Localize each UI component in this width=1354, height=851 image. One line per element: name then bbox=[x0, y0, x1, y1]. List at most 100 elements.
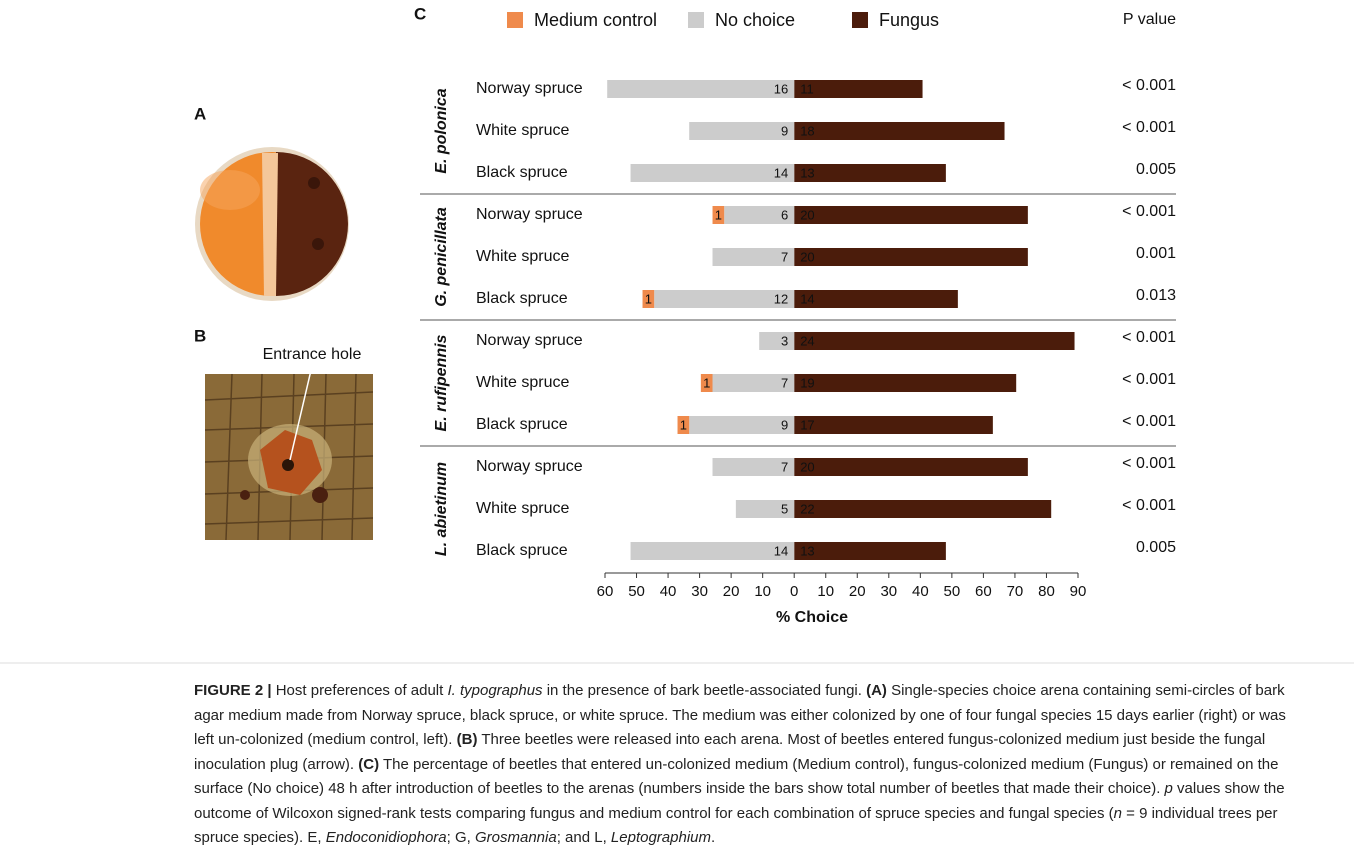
legend-label: Medium control bbox=[534, 10, 657, 30]
count-label: 9 bbox=[781, 123, 788, 138]
count-label: 17 bbox=[800, 417, 814, 432]
bar bbox=[712, 248, 795, 266]
row-label: Black spruce bbox=[476, 290, 568, 307]
x-tick-label: 20 bbox=[849, 583, 866, 600]
row-label: White spruce bbox=[476, 122, 569, 139]
annotation: Entrance hole bbox=[263, 346, 362, 363]
count-label: 9 bbox=[781, 417, 788, 432]
bar bbox=[794, 542, 946, 560]
caption-text: values show the outcome of Wilcoxon sign… bbox=[194, 780, 1285, 822]
p-value: < 0.001 bbox=[1122, 119, 1176, 136]
p-value-header: P value bbox=[1123, 11, 1176, 28]
legend-swatch bbox=[688, 12, 704, 28]
caption-text: Endoconidiophora bbox=[325, 829, 447, 846]
bar bbox=[794, 290, 958, 308]
count-label: 13 bbox=[800, 543, 814, 558]
caption-text: Single-species choice arena containing s… bbox=[194, 682, 1286, 748]
x-tick-label: 30 bbox=[691, 583, 708, 600]
legend-swatch bbox=[852, 12, 868, 28]
count-label: 5 bbox=[781, 501, 788, 516]
row-label: Norway spruce bbox=[476, 80, 583, 97]
x-tick-label: 40 bbox=[660, 583, 677, 600]
bar bbox=[794, 122, 1005, 140]
bar bbox=[677, 416, 690, 434]
count-label: 24 bbox=[800, 333, 814, 348]
bar bbox=[724, 206, 795, 224]
bar bbox=[759, 332, 795, 350]
bar bbox=[630, 542, 795, 560]
x-tick-label: 60 bbox=[597, 583, 614, 600]
caption-text: . bbox=[711, 829, 716, 846]
p-value: < 0.001 bbox=[1122, 455, 1176, 472]
group-label: E. rufipennis bbox=[433, 334, 450, 431]
x-tick-label: 90 bbox=[1070, 583, 1087, 600]
bar bbox=[794, 164, 946, 182]
count-label: 7 bbox=[781, 459, 788, 474]
bar bbox=[794, 416, 993, 434]
p-value: < 0.001 bbox=[1122, 203, 1176, 220]
p-value: < 0.001 bbox=[1122, 329, 1176, 346]
group-label: L. abietinum bbox=[433, 462, 450, 556]
bar bbox=[794, 80, 923, 98]
caption-text: Leptographium bbox=[610, 829, 711, 846]
panel-label: A bbox=[194, 104, 206, 123]
count-label: 22 bbox=[800, 501, 814, 516]
caption-text: in the presence of bark beetle-associate… bbox=[542, 682, 867, 699]
count-label: 13 bbox=[800, 165, 814, 180]
x-tick-label: 10 bbox=[754, 583, 771, 600]
count-label: 14 bbox=[800, 291, 814, 306]
x-tick-label: 50 bbox=[944, 583, 961, 600]
row-label: White spruce bbox=[476, 374, 569, 391]
x-tick-label: 40 bbox=[912, 583, 929, 600]
count-label: 20 bbox=[800, 249, 814, 264]
panel-label: B bbox=[194, 326, 206, 345]
legend-label: No choice bbox=[715, 10, 795, 30]
x-tick-label: 80 bbox=[1038, 583, 1055, 600]
count-label: 14 bbox=[774, 165, 788, 180]
bar bbox=[794, 458, 1028, 476]
count-label: 16 bbox=[774, 81, 788, 96]
group-label: E. polonica bbox=[433, 88, 450, 173]
x-tick-label: 30 bbox=[880, 583, 897, 600]
caption-text: ; and L, bbox=[556, 829, 611, 846]
row-label: Norway spruce bbox=[476, 206, 583, 223]
count-label: 18 bbox=[800, 123, 814, 138]
row-label: White spruce bbox=[476, 248, 569, 265]
bar bbox=[654, 290, 795, 308]
count-label: 14 bbox=[774, 543, 788, 558]
row-label: Black spruce bbox=[476, 542, 568, 559]
bar bbox=[689, 416, 795, 434]
bar bbox=[794, 248, 1028, 266]
caption-text: (C) bbox=[358, 755, 380, 773]
bar bbox=[712, 458, 795, 476]
count-label: 1 bbox=[680, 417, 687, 432]
panel-label: C bbox=[414, 4, 426, 23]
x-tick-label: 20 bbox=[723, 583, 740, 600]
x-tick-label: 60 bbox=[975, 583, 992, 600]
caption-text: n bbox=[1113, 804, 1122, 822]
caption-text: = 9 individual trees per spruce species)… bbox=[194, 804, 1278, 847]
x-tick-label: 0 bbox=[790, 583, 798, 600]
caption-text: The percentage of beetles that entered u… bbox=[194, 755, 1279, 798]
count-label: 3 bbox=[781, 333, 788, 348]
bar bbox=[735, 500, 795, 518]
legend-swatch bbox=[507, 12, 523, 28]
caption-text: Host preferences of adult bbox=[271, 682, 448, 699]
row-label: Norway spruce bbox=[476, 458, 583, 475]
entrance-hole-photo bbox=[204, 373, 374, 541]
caption-text: FIGURE 2 | bbox=[194, 682, 272, 699]
count-label: 11 bbox=[800, 81, 814, 96]
caption-text: (B) bbox=[456, 731, 478, 748]
caption-text: p bbox=[1164, 780, 1173, 797]
caption-text: Three beetles were released into each ar… bbox=[194, 731, 1266, 773]
x-tick-label: 70 bbox=[1007, 583, 1024, 600]
row-label: White spruce bbox=[476, 500, 569, 517]
count-label: 7 bbox=[781, 249, 788, 264]
petri-dish-photo bbox=[195, 147, 349, 301]
p-value: 0.013 bbox=[1136, 287, 1176, 304]
caption-text: I. typographus bbox=[447, 682, 543, 699]
legend-label: Fungus bbox=[879, 10, 939, 30]
bar bbox=[794, 206, 1028, 224]
